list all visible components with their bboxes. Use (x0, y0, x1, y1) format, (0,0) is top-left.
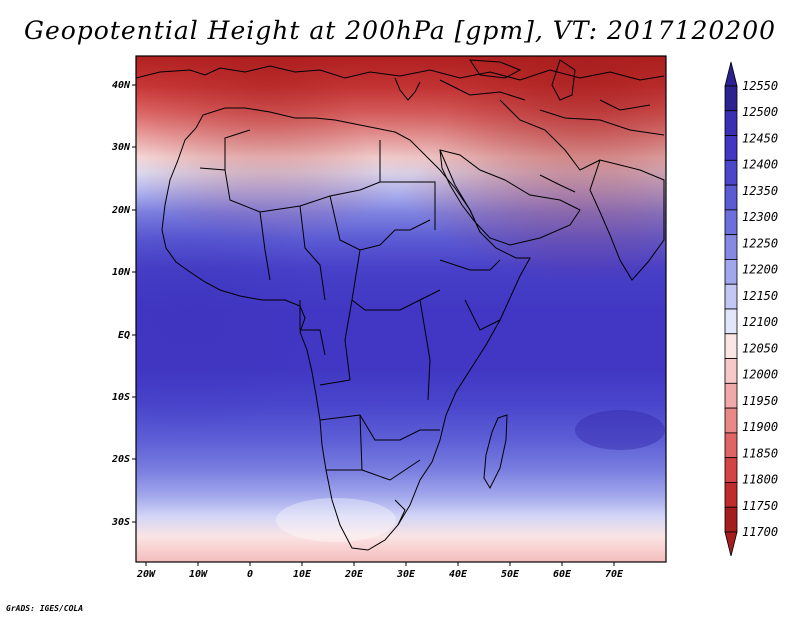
colorbar-swatch (724, 482, 738, 508)
colorbar-label: 12500 (742, 105, 778, 119)
colorbar-swatch (724, 110, 738, 136)
colorbar-label: 12150 (742, 289, 778, 303)
map-title: Geopotential Height at 200hPa [gpm], VT:… (23, 16, 777, 45)
madagascar-coastline (483, 414, 508, 490)
colorbar-label: 12050 (742, 341, 778, 355)
colorbar-swatch (724, 382, 738, 409)
lon-label-10e: 10E (293, 569, 312, 580)
lon-label-70e: 70E (605, 569, 624, 580)
colorbar-label: 11850 (742, 446, 778, 460)
colorbar-swatch (724, 184, 738, 211)
lon-label-10w: 10W (189, 569, 208, 580)
arabia-coastline (439, 149, 581, 246)
lat-label-eq: EQ (118, 330, 130, 341)
colorbar: 12550 12500 12450 12400 12350 12300 12250 12200… (724, 61, 778, 557)
colorbar-swatch (724, 457, 738, 483)
colorbar-label: 11900 (742, 420, 778, 434)
colorbar-label: 12450 (742, 131, 778, 145)
lon-label-40e: 40E (449, 569, 468, 580)
axis-ticks (132, 84, 615, 566)
india-coastline (589, 159, 665, 281)
colorbar-label: 12000 (742, 368, 778, 382)
colorbar-label: 11800 (742, 473, 778, 487)
lat-label-10n: 10N (112, 267, 131, 278)
europe-coastline (136, 65, 665, 81)
grads-credit: GrADS: IGES/COLA (6, 604, 84, 613)
colorbar-swatch (724, 333, 738, 359)
colorbar-label: 12200 (742, 263, 778, 277)
lat-label-30n: 30N (111, 142, 131, 153)
lon-label-0: 0 (247, 569, 253, 580)
lon-label-50e: 50E (501, 569, 520, 580)
colorbar-swatch (724, 159, 738, 186)
colorbar-label: 12550 (742, 79, 778, 93)
colorbar-label: 12100 (742, 315, 778, 329)
colorbar-label: 11700 (742, 525, 778, 539)
map-frame (135, 55, 667, 563)
lon-label-20w: 20W (136, 569, 156, 580)
colorbar-label: 11950 (742, 394, 778, 408)
colorbar-swatch (724, 85, 738, 112)
colorbar-swatch (724, 506, 738, 533)
colorbar-max-arrow (724, 61, 738, 87)
coastlines (136, 59, 665, 551)
lat-label-40n: 40N (112, 80, 131, 91)
colorbar-swatch (724, 308, 738, 335)
longitude-labels: 20W 10W 0 10E 20E 30E 40E 50E 60E 70E (136, 569, 624, 580)
colorbar-swatch (724, 209, 738, 236)
lon-label-20e: 20E (344, 569, 364, 580)
colorbar-label: 12400 (742, 158, 778, 172)
colorbar-swatch (724, 283, 738, 310)
colorbar-swatch (724, 234, 738, 260)
colorbar-label: 12300 (742, 210, 778, 224)
colorbar-min-arrow (724, 531, 738, 557)
colorbar-swatch (724, 358, 738, 384)
latitude-labels: 40N 30N 20N 10N EQ 10S 20S 30S (111, 80, 131, 528)
lat-label-20s: 20S (111, 454, 130, 465)
lon-label-30e: 30E (396, 569, 416, 580)
lat-label-30s: 30S (111, 517, 130, 528)
colorbar-label: 12350 (742, 184, 778, 198)
colorbar-swatch (724, 407, 738, 434)
colorbar-swatch (724, 135, 738, 161)
africa-coastline (161, 107, 531, 551)
lat-label-20n: 20N (111, 205, 131, 216)
lon-label-60e: 60E (553, 569, 572, 580)
colorbar-label: 11750 (742, 499, 778, 513)
colorbar-label: 12250 (742, 236, 778, 250)
colorbar-swatch (724, 259, 738, 285)
colorbar-swatch (724, 432, 738, 459)
lat-label-10s: 10S (112, 392, 130, 403)
